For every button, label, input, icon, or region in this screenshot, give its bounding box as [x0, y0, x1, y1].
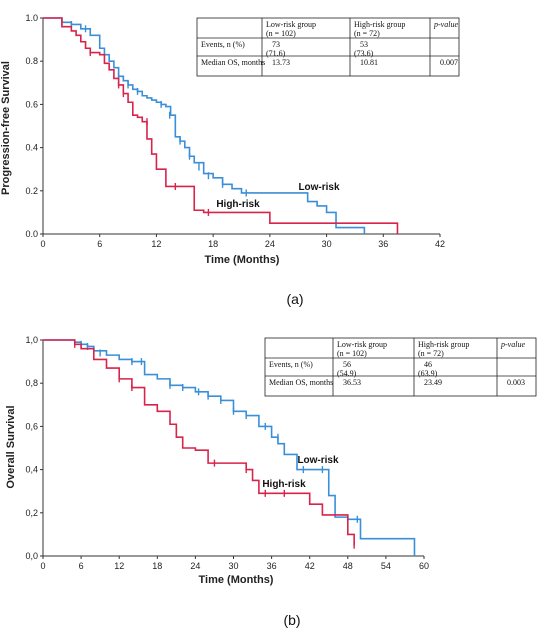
- panel-a-highrisk-annotation: High-risk: [216, 199, 260, 210]
- panel-b-xlabel: Time (Months): [199, 574, 274, 586]
- panel-b: Overall Survival Time (Months) (b) 0 6 12 1…: [5, 335, 537, 628]
- panel-a-table-cell: 53 (73.6): [354, 40, 374, 58]
- panel-a-table-header: Low-risk group (n = 102): [266, 20, 316, 38]
- panel-b-x-tick-label: 36: [267, 561, 277, 571]
- panel-b-label: (b): [283, 612, 300, 628]
- panel-a-x-tick-label: 6: [97, 239, 102, 249]
- panel-b-x-tick-label: 6: [79, 561, 84, 571]
- panel-a-y-tick-label: 0.0: [25, 229, 38, 239]
- panel-b-table-cell: Median OS, months: [269, 378, 333, 387]
- panel-b-x-tick-label: 18: [152, 561, 162, 571]
- panel-b-x-tick-label: 42: [305, 561, 315, 571]
- panel-b-table-cell: 0.003: [507, 378, 525, 387]
- panel-b-x-tick-label: 24: [190, 561, 200, 571]
- panel-a-table-frame: [196, 17, 460, 77]
- panel-a-summary-table: Low-risk group (n = 102) High-risk group (n…: [196, 17, 460, 77]
- panel-a-table-header: p-value: [433, 20, 458, 29]
- panel-b-table-cell: Events, n (%): [269, 360, 313, 369]
- panel-a-ylabel: Progression-free Survival: [0, 61, 12, 195]
- panel-a-x-tick-label: 36: [378, 239, 388, 249]
- panel-b-summary-table: Low-risk group (n = 102) High-risk group (n…: [264, 337, 537, 397]
- panel-a-y-tick-label: 0.8: [25, 56, 38, 66]
- panel-b-highrisk-annotation: High-risk: [262, 479, 306, 490]
- panel-a-curves: [43, 17, 399, 234]
- panel-a-table-cell: Events, n (%): [201, 40, 245, 49]
- panel-b-y-tick-label: 0,8: [25, 378, 38, 388]
- panel-a-x-tick-label: 24: [265, 239, 275, 249]
- panel-a-table-cell: 10.81: [360, 58, 378, 67]
- panel-a-y-tick-label: 0.4: [25, 143, 38, 153]
- panel-a-y-tick-label: 1.0: [25, 13, 38, 23]
- panel-b-y-tick-label: 1,0: [25, 335, 38, 345]
- panel-a-table-cell: 73 (71.6): [266, 40, 286, 58]
- panel-b-table-cell: 56 (54.9): [337, 360, 357, 378]
- panel-a-x-tick-label: 18: [208, 239, 218, 249]
- panel-a-table-cell: 13.73: [272, 58, 290, 67]
- panel-b-x-tick-label: 48: [343, 561, 353, 571]
- panel-b-axes: 0 6 12 18 24 30 36 42 48 54 60 0,0 0,2 0,4 0,6 0,8 1,0: [25, 335, 429, 571]
- panel-b-high-risk-curve: [43, 339, 355, 546]
- panel-b-low-risk-curve: [43, 339, 416, 556]
- panel-b-y-tick-label: 0,4: [25, 465, 38, 475]
- panel-b-table-cell: 36.53: [343, 378, 361, 387]
- panel-b-x-tick-label: 60: [419, 561, 429, 571]
- panel-a-x-tick-label: 30: [322, 239, 332, 249]
- panel-b-table-header: Low-risk group (n = 102): [337, 340, 387, 358]
- panel-a-x-tick-label: 12: [151, 239, 161, 249]
- panel-b-y-tick-label: 0,0: [25, 551, 38, 561]
- panel-a-table-cell: 0.007: [440, 58, 458, 67]
- panel-b-ylabel: Overall Survival: [5, 405, 17, 488]
- panel-a-axes: 0 6 12 18 24 30 36 42 0.0 0.2 0.4 0.6 0.8 1.0: [25, 13, 445, 249]
- panel-b-x-tick-label: 30: [228, 561, 238, 571]
- panel-b-x-tick-label: 0: [40, 561, 45, 571]
- panel-a-y-tick-label: 0.2: [25, 186, 38, 196]
- panel-b-y-tick-label: 0,6: [25, 421, 38, 431]
- panel-a-y-tick-label: 0.6: [25, 99, 38, 109]
- panel-a-table-header: High-risk group (n = 72): [354, 20, 405, 38]
- panel-b-table-cell: 23.49: [424, 378, 442, 387]
- panel-b-table-header: p-value: [500, 340, 525, 349]
- panel-a-lowrisk-annotation: Low-risk: [298, 182, 340, 193]
- panel-b-table-header: High-risk group (n = 72): [418, 340, 469, 358]
- panel-b-table-frame: [264, 337, 537, 397]
- panel-b-y-tick-label: 0,2: [25, 508, 38, 518]
- panel-a-table-cell: Median OS, months: [201, 58, 265, 67]
- panel-a-x-tick-label: 42: [435, 239, 445, 249]
- panel-a-xlabel: Time (Months): [205, 254, 280, 266]
- panel-b-curves: [43, 339, 416, 556]
- panel-b-x-tick-label: 54: [381, 561, 391, 571]
- panel-a: Progression-free Survival Time (Months) …: [0, 13, 460, 307]
- panel-a-high-risk-curve: [43, 17, 399, 234]
- panel-a-label: (a): [286, 291, 303, 307]
- panel-b-lowrisk-annotation: Low-risk: [297, 455, 339, 466]
- panel-a-x-tick-label: 0: [40, 239, 45, 249]
- panel-b-x-tick-label: 12: [114, 561, 124, 571]
- panel-b-table-cell: 46 (63.9): [418, 360, 438, 378]
